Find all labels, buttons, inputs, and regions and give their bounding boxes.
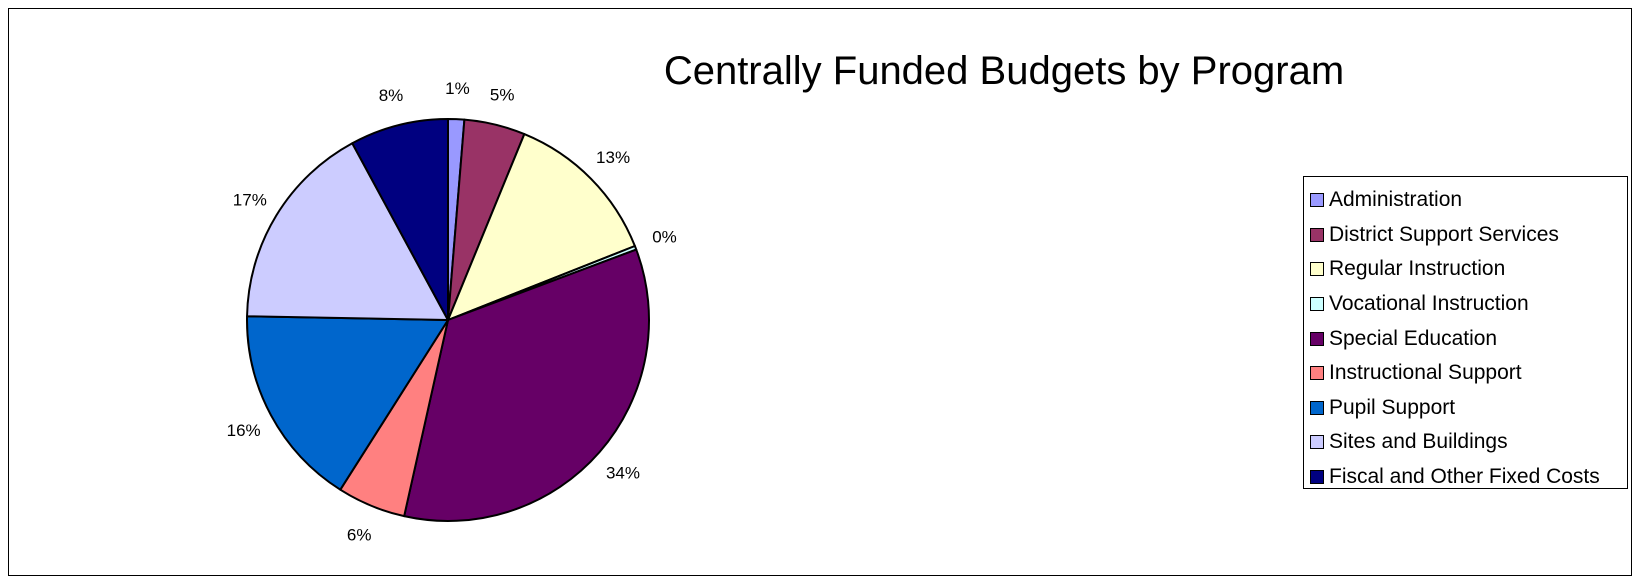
legend-item-fiscal-and-other-fixed-costs: Fiscal and Other Fixed Costs xyxy=(1304,460,1627,495)
legend-label: Special Education xyxy=(1329,326,1498,350)
pie-slice-regular-instruction xyxy=(447,133,636,321)
data-label-vocational-instruction: 0% xyxy=(652,228,677,247)
legend-swatch xyxy=(1310,366,1324,381)
pie-slice-fiscal-and-other-fixed-costs xyxy=(351,118,449,321)
pie-slice-special-education xyxy=(403,248,650,522)
legend-label: District Support Services xyxy=(1329,222,1559,246)
legend-item-vocational-instruction: Vocational Instruction xyxy=(1304,287,1627,322)
pie-slice-pupil-support xyxy=(246,315,449,491)
data-label-instructional-support: 6% xyxy=(347,525,372,544)
legend-item-regular-instruction: Regular Instruction xyxy=(1304,252,1627,287)
data-label-pupil-support: 16% xyxy=(227,421,261,440)
data-label-sites-and-buildings: 17% xyxy=(233,190,267,209)
legend-swatch xyxy=(1310,193,1324,208)
pie-chart: 1% 5% 13% 0% 34% 6% 16% 17% 8% xyxy=(227,79,677,544)
legend: Administration District Support Services R… xyxy=(1303,176,1628,489)
legend-swatch xyxy=(1310,262,1324,277)
data-label-regular-instruction: 13% xyxy=(596,148,630,167)
legend-item-sites-and-buildings: Sites and Buildings xyxy=(1304,425,1627,460)
legend-item-instructional-support: Instructional Support xyxy=(1304,356,1627,391)
legend-label: Instructional Support xyxy=(1329,361,1522,385)
data-label-fiscal-and-other-fixed-costs: 8% xyxy=(379,86,404,105)
pie-slice-sites-and-buildings xyxy=(246,142,449,321)
chart-title: Centrally Funded Budgets by Program xyxy=(663,49,1345,93)
legend-item-special-education: Special Education xyxy=(1304,321,1627,356)
chart-frame: Centrally Funded Budgets by Program 1% 5%… xyxy=(8,8,1632,576)
legend-swatch xyxy=(1310,227,1324,242)
legend-item-administration: Administration xyxy=(1304,183,1627,218)
legend-swatch xyxy=(1310,331,1324,346)
legend-swatch xyxy=(1310,470,1324,485)
legend-label: Vocational Instruction xyxy=(1329,292,1529,316)
legend-label: Regular Instruction xyxy=(1329,257,1506,281)
data-label-special-education: 34% xyxy=(606,463,640,482)
legend-swatch xyxy=(1310,400,1324,415)
legend-swatch xyxy=(1310,435,1324,450)
data-label-district-support-services: 5% xyxy=(490,85,515,104)
legend-label: Administration xyxy=(1329,188,1463,212)
legend-item-pupil-support: Pupil Support xyxy=(1304,391,1627,426)
data-label-administration: 1% xyxy=(445,79,470,98)
legend-label: Sites and Buildings xyxy=(1329,430,1508,454)
legend-label: Fiscal and Other Fixed Costs xyxy=(1329,465,1600,489)
legend-swatch xyxy=(1310,297,1324,312)
legend-label: Pupil Support xyxy=(1329,395,1456,419)
legend-item-district-support-services: District Support Services xyxy=(1304,218,1627,253)
